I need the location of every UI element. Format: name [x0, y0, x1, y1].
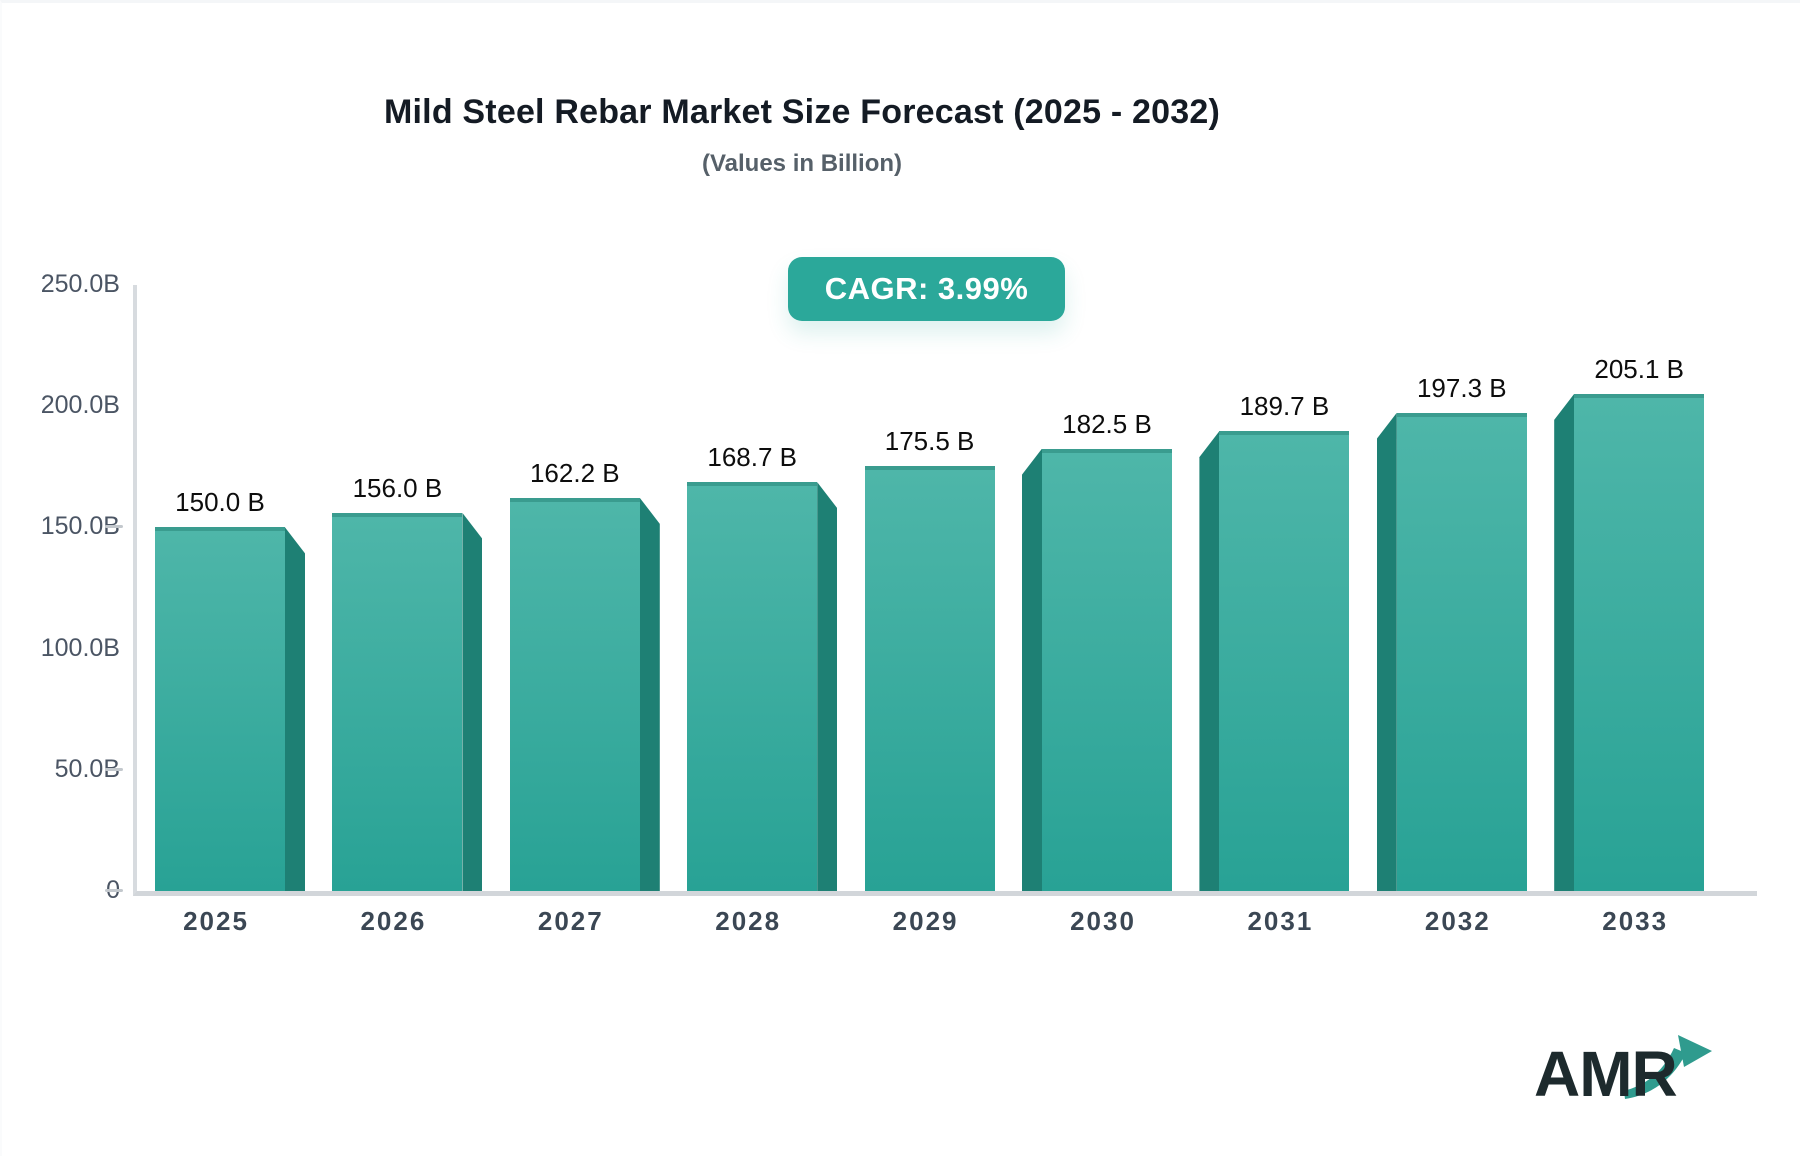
logo-text: AMR: [1534, 1038, 1678, 1110]
bar-side-face: [1022, 448, 1042, 891]
bar-front-face: [1042, 448, 1172, 891]
bar[interactable]: 162.2 B: [509, 458, 660, 891]
chart-title: Mild Steel Rebar Market Size Forecast (2…: [384, 93, 1220, 131]
bar-side-face: [1376, 412, 1397, 891]
x-axis-label: 2025: [183, 906, 249, 936]
y-axis-label: 150.0B: [40, 512, 120, 541]
bar-front-face: [155, 527, 285, 891]
cagr-badge: CAGR: 3.99%: [788, 257, 1065, 321]
bar-value-label: 162.2 B: [529, 457, 620, 488]
bar[interactable]: 150.0 B: [155, 487, 305, 891]
y-axis-label: 250.0B: [40, 270, 120, 298]
bar-side-face: [285, 527, 305, 891]
bar-side-face: [1554, 393, 1575, 891]
bar[interactable]: 189.7 B: [1199, 391, 1350, 891]
bar-value-label: 197.3 B: [1416, 372, 1507, 403]
bar-front-face: [1396, 412, 1527, 891]
bar-value-label: 182.5 B: [1062, 408, 1152, 439]
bar-front-face: [1219, 431, 1350, 891]
bar[interactable]: 182.5 B: [1022, 409, 1172, 891]
x-axis-label: 2031: [1247, 906, 1314, 936]
y-axis-label: 0: [2, 876, 120, 905]
growth-arrow-icon: [1624, 1035, 1712, 1099]
x-axis-label: 2027: [537, 906, 604, 936]
bar-value-label: 156.0 B: [352, 472, 443, 503]
x-axis-label: 2028: [715, 906, 782, 936]
x-axis-label: 2029: [892, 906, 959, 936]
bar-value-label: 189.7 B: [1239, 391, 1330, 422]
x-axis-label: 2026: [360, 906, 427, 936]
bar-front-face: [1574, 393, 1705, 891]
bar-front-face: [687, 482, 818, 891]
bar-value-label: 168.7 B: [707, 442, 797, 473]
bar-side-face: [462, 512, 483, 891]
bar[interactable]: 197.3 B: [1376, 373, 1527, 891]
y-axis-tick: [105, 525, 123, 529]
bar-side-face: [639, 497, 660, 891]
x-axis-label: 2033: [1602, 906, 1669, 936]
bar[interactable]: 175.5 B: [864, 426, 995, 891]
bar[interactable]: 205.1 B: [1554, 354, 1705, 891]
brand-logo: AMR: [1534, 1031, 1774, 1131]
bar-side-face: [817, 482, 838, 891]
bar-front-face: [509, 497, 640, 891]
x-axis-label: 2032: [1424, 906, 1491, 936]
y-axis-label: 100.0B: [40, 633, 120, 662]
bar-front-face: [332, 512, 463, 891]
bar-front-face: [864, 465, 995, 891]
bar-value-label: 175.5 B: [884, 425, 975, 456]
y-axis-label: 200.0B: [40, 391, 120, 420]
y-axis-tick: [105, 767, 123, 771]
bar-side-face: [1199, 431, 1220, 891]
y-axis-tick: [105, 889, 123, 892]
x-axis-label: 2030: [1070, 906, 1136, 936]
bar-value-label: 150.0 B: [175, 487, 265, 518]
y-axis-label: 50.0B: [54, 754, 120, 783]
bar[interactable]: 156.0 B: [332, 473, 483, 891]
chart-subtitle: (Values in Billion): [701, 150, 903, 177]
plot-area: 150.0 B 156.0 B 162.2 B 168.7 B 175.5 B 182.5…: [133, 285, 1757, 896]
bar-value-label: 205.1 B: [1594, 353, 1684, 384]
bar[interactable]: 168.7 B: [687, 442, 838, 891]
